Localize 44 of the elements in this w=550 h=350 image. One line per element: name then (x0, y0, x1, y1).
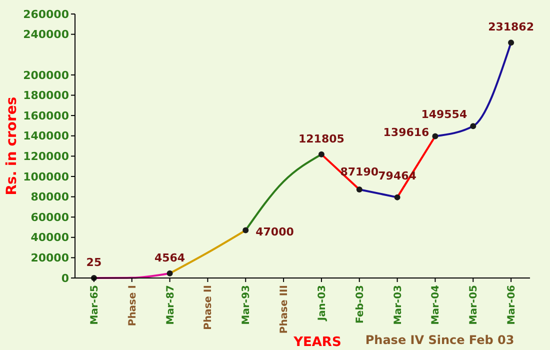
x-tick-label: Mar-05 (468, 284, 480, 325)
x-tick-label: Mar-93 (241, 284, 252, 325)
x-tick-label: Mar-06 (506, 284, 518, 325)
point (394, 194, 400, 200)
y-tick-label: 0 (61, 272, 70, 285)
x-tick-label: Phase I (127, 285, 138, 326)
x-tick-label: Mar-65 (89, 284, 100, 325)
y-axis-title: Rs. in crores (4, 96, 20, 196)
point (318, 151, 324, 158)
point (356, 186, 362, 192)
data-label: 4564 (154, 251, 186, 264)
point (166, 270, 173, 276)
x-tick-label: Mar-87 (165, 284, 176, 325)
y-tick-label: 200000 (23, 68, 70, 82)
data-label: 139616 (383, 126, 430, 140)
y-tick-label: 80000 (30, 190, 70, 204)
y-tick-label: 260000 (23, 8, 70, 21)
x-tick-label: Phase II (203, 285, 214, 330)
point (470, 123, 476, 130)
point (242, 227, 249, 234)
point (508, 40, 514, 46)
x-tick-label: Feb-03 (354, 284, 366, 324)
data-label: 121805 (298, 132, 344, 146)
data-label: 87190 (340, 165, 379, 178)
y-tick-label: 120000 (23, 150, 70, 164)
text: Phase IV Since Feb 03 (365, 333, 514, 347)
data-label: 25 (86, 256, 102, 269)
y-tick-label: 60000 (30, 210, 70, 224)
x-tick-label: Jan-03 (316, 284, 328, 322)
x-axis-title: YEARS (292, 335, 342, 350)
y-tick-label: 100000 (23, 170, 70, 184)
y-tick-label: 140000 (23, 130, 70, 143)
x-tick-label: Phase III (279, 285, 290, 334)
point (432, 133, 438, 140)
y-tick-label: 40000 (30, 231, 70, 244)
x-tick-label: Mar-03 (392, 284, 404, 325)
y-tick-label: 180000 (23, 89, 70, 102)
y-tick-label: 160000 (23, 109, 70, 122)
y-tick-label: 20000 (30, 252, 70, 265)
x-tick-label: Mar-04 (430, 284, 442, 325)
data-label: 231862 (488, 20, 534, 34)
data-label: 47000 (256, 225, 294, 238)
data-label: 149554 (421, 108, 468, 122)
y-tick-label: 240000 (23, 28, 70, 42)
